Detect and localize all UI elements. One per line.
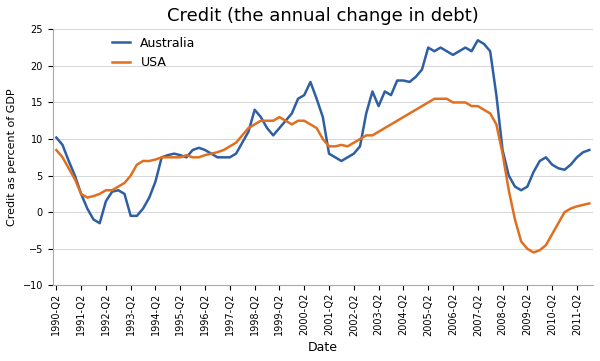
USA <box>276 115 283 119</box>
Line: USA: USA <box>56 99 589 252</box>
Line: Australia: Australia <box>56 40 589 223</box>
Y-axis label: Credit as percent of GDP: Credit as percent of GDP <box>7 88 17 226</box>
Australia <box>282 118 289 123</box>
USA <box>586 201 593 205</box>
USA <box>139 159 146 163</box>
X-axis label: Date: Date <box>308 341 338 354</box>
USA <box>319 137 326 141</box>
Australia <box>214 155 221 160</box>
Title: Credit (the annual change in debt): Credit (the annual change in debt) <box>167 7 479 25</box>
USA <box>53 148 60 152</box>
USA <box>493 122 500 127</box>
USA <box>170 155 178 160</box>
USA <box>530 250 537 255</box>
Australia <box>499 148 506 152</box>
Australia <box>474 38 481 43</box>
Australia <box>586 148 593 152</box>
Australia <box>176 153 184 157</box>
Legend: Australia, USA: Australia, USA <box>107 32 201 74</box>
Australia <box>146 195 153 200</box>
USA <box>431 97 438 101</box>
Australia <box>53 135 60 140</box>
Australia <box>325 152 332 156</box>
Australia <box>96 221 103 225</box>
USA <box>208 152 215 156</box>
